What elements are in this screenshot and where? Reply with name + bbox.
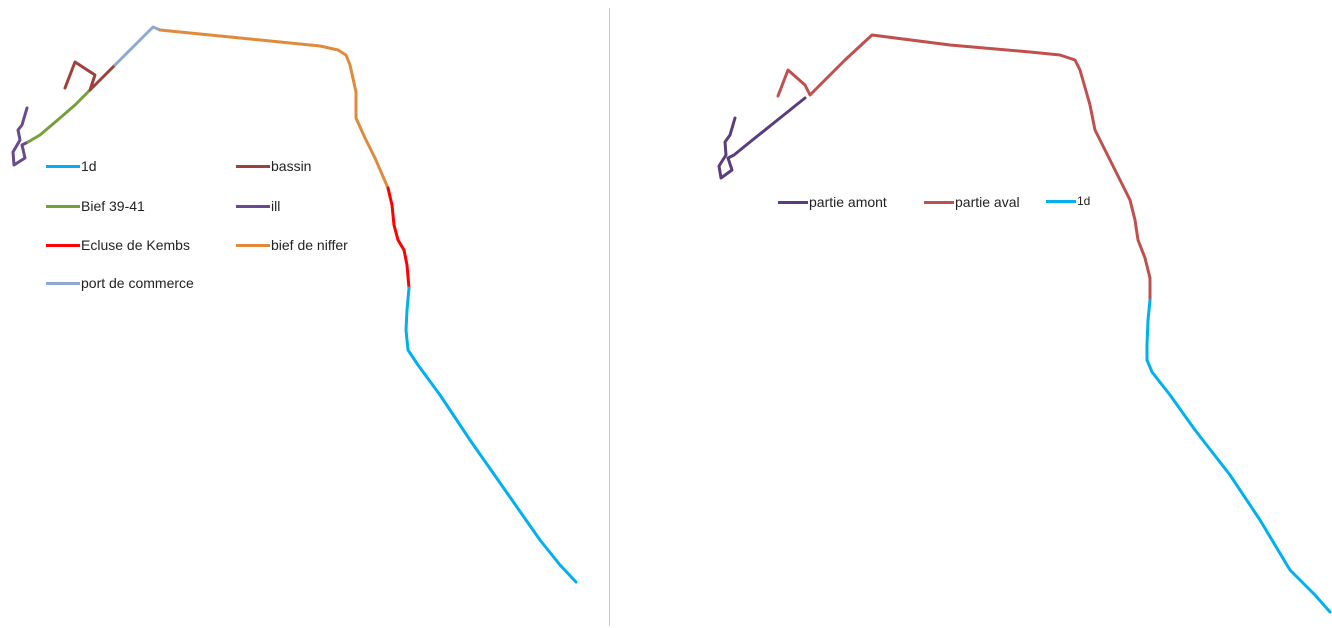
legend-swatch-ill [236, 204, 270, 208]
legend-label-ecluse-de-kembs: Ecluse de Kembs [81, 237, 190, 253]
route-ill [11, 106, 30, 167]
right-network-map [717, 33, 1332, 614]
legend-swatch-1d [46, 164, 80, 168]
legend-item-partie-amont: partie amont [778, 194, 887, 210]
legend-label-1d-right: 1d [1077, 194, 1091, 208]
legend-label-1d: 1d [81, 158, 97, 174]
legend-label-ill: ill [271, 198, 281, 214]
legend-item-ecluse-de-kembs: Ecluse de Kembs [46, 237, 190, 253]
legend-label-partie-aval: partie aval [955, 194, 1020, 210]
legend-item-bief-de-niffer: bief de niffer [236, 237, 348, 253]
route-bief-de-niffer [158, 28, 390, 190]
route-1d [1145, 298, 1332, 614]
legend-item-1d: 1d [46, 158, 97, 174]
legend-label-bassin: bassin [271, 158, 312, 174]
route-port-de-commerce [113, 25, 162, 67]
legend-label-bief-39-41: Bief 39-41 [81, 198, 145, 214]
legend-swatch-bief-39-41 [46, 204, 80, 208]
legend-swatch-bief-de-niffer [236, 243, 270, 247]
left-network-map [11, 25, 578, 584]
legend-swatch-bassin [236, 164, 270, 168]
divider-line [609, 8, 610, 626]
legend-swatch-partie-aval [924, 200, 954, 204]
legend-item-port-de-commerce: port de commerce [46, 275, 194, 291]
route-partie-amont [717, 96, 807, 180]
legend-swatch-partie-amont [778, 200, 808, 204]
legend-swatch-1d-right [1046, 199, 1076, 203]
legend-item-1d-right: 1d [1046, 194, 1090, 208]
legend-label-port-de-commerce: port de commerce [81, 275, 194, 291]
legend-item-ill: ill [236, 198, 280, 214]
legend-item-partie-aval: partie aval [924, 194, 1020, 210]
legend-label-bief-de-niffer: bief de niffer [271, 237, 348, 253]
route-partie-aval [776, 33, 1152, 302]
route-bief-39-41 [26, 88, 92, 144]
legend-item-bassin: bassin [236, 158, 311, 174]
legend-label-partie-amont: partie amont [809, 194, 887, 210]
route-bassin [63, 60, 117, 92]
legend-item-bief-39-41: Bief 39-41 [46, 198, 145, 214]
legend-swatch-port-de-commerce [46, 281, 80, 285]
legend-swatch-ecluse-de-kembs [46, 243, 80, 247]
route-ecluse-de-kembs [386, 186, 411, 290]
route-1d [404, 286, 578, 584]
